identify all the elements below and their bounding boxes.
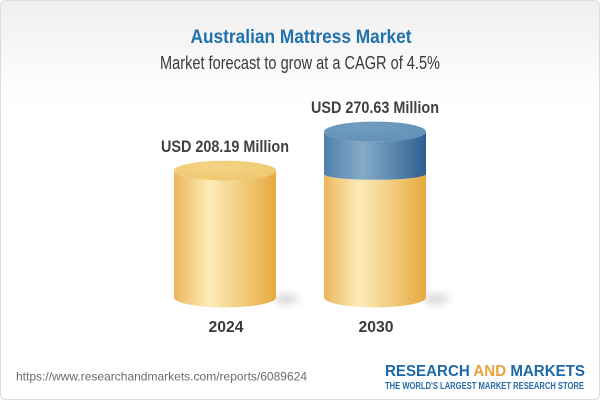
svg-text:https://www.researchandmarkets: https://www.researchandmarkets.com/repor…: [16, 370, 307, 384]
svg-text:USD 208.19 Million: USD 208.19 Million: [161, 137, 289, 156]
svg-text:Australian Mattress Market: Australian Mattress Market: [191, 26, 412, 48]
svg-text:RESEARCH AND MARKETS: RESEARCH AND MARKETS: [385, 362, 585, 380]
svg-text:Market forecast to grow at a C: Market forecast to grow at a CAGR of 4.5…: [160, 53, 440, 73]
svg-text:THE WORLD'S LARGEST MARKET RES: THE WORLD'S LARGEST MARKET RESEARCH STOR…: [385, 381, 584, 392]
svg-text:USD 270.63 Million: USD 270.63 Million: [311, 98, 439, 117]
svg-text:2030: 2030: [359, 319, 394, 336]
svg-text:2024: 2024: [209, 319, 244, 336]
